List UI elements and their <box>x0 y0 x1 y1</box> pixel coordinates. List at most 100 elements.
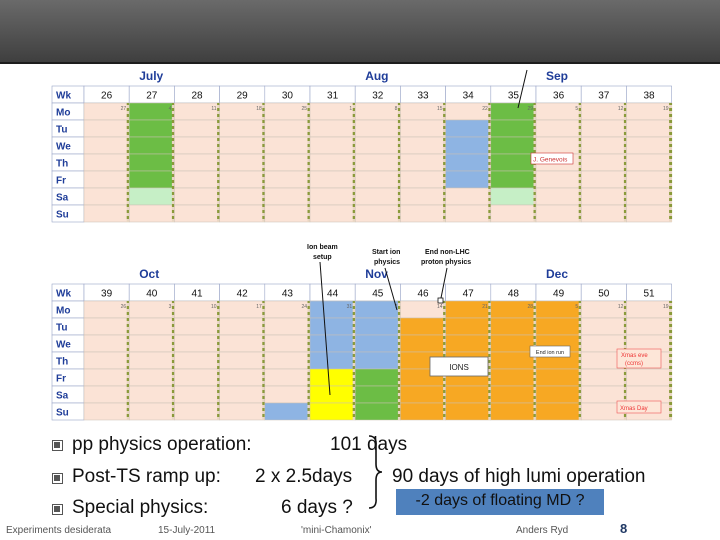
day-cell <box>445 317 492 336</box>
day-cell <box>128 402 175 421</box>
ion-setup-text: Ion beam <box>307 244 338 251</box>
day-cell <box>83 385 130 404</box>
week-number: 44 <box>327 289 339 300</box>
date-label: 28 <box>527 304 533 310</box>
day-cell <box>445 204 492 223</box>
date-label: 8 <box>395 106 398 112</box>
day-cell <box>354 119 401 138</box>
day-cell <box>128 170 175 189</box>
month-label-oct: Oct <box>139 267 159 281</box>
xmas-day-label: Xmas Day <box>620 406 648 412</box>
day-cell <box>128 187 175 206</box>
row-label-su: Su <box>56 408 69 419</box>
row-label-sa: Sa <box>56 391 69 402</box>
week-separator <box>443 103 447 222</box>
day-cell <box>174 136 220 155</box>
ramp-up-label: Post-TS ramp up: <box>72 466 221 487</box>
week-number: 30 <box>282 91 294 102</box>
day-cell <box>626 119 672 138</box>
week-number: 48 <box>508 289 520 300</box>
day-cell <box>535 170 582 189</box>
week-number: 28 <box>191 91 203 102</box>
week-number: 36 <box>553 91 565 102</box>
date-label: 17 <box>256 304 262 310</box>
month-label-sep: Sep <box>546 69 568 83</box>
pointer-line <box>440 267 448 299</box>
day-cell <box>490 153 537 172</box>
day-cell <box>174 368 220 387</box>
date-label: 1 <box>349 106 352 112</box>
date-label: 10 <box>211 304 217 310</box>
day-cell <box>535 300 582 319</box>
day-cell <box>354 136 401 155</box>
pointer-line <box>384 267 398 311</box>
day-cell <box>580 187 627 206</box>
week-separator <box>488 103 492 222</box>
row-label-we: We <box>56 142 71 153</box>
genevois-note: J. Genevois <box>533 157 568 164</box>
day-cell <box>400 204 446 223</box>
date-label: 12 <box>618 304 624 310</box>
day-cell <box>490 351 537 370</box>
day-cell <box>626 204 672 223</box>
day-cell <box>626 187 672 206</box>
pointer-line <box>517 69 528 109</box>
row-label-wk: Wk <box>56 91 71 102</box>
week-separator <box>578 301 582 420</box>
day-cell <box>219 119 266 138</box>
day-cell <box>219 153 266 172</box>
day-cell <box>128 385 175 404</box>
week-separator <box>126 103 130 222</box>
day-cell <box>83 334 130 353</box>
title-divider <box>0 62 720 64</box>
day-cell <box>354 402 401 421</box>
day-cell <box>535 402 582 421</box>
day-cell <box>490 368 537 387</box>
day-cell <box>264 368 311 387</box>
date-label: 22 <box>482 106 488 112</box>
day-cell <box>445 119 492 138</box>
week-number: 43 <box>282 289 294 300</box>
week-number: 50 <box>598 289 610 300</box>
date-label: 31 <box>347 304 353 310</box>
week-number: 40 <box>146 289 158 300</box>
day-cell <box>219 385 266 404</box>
day-cell <box>128 317 175 336</box>
date-label: 25 <box>301 106 307 112</box>
day-cell <box>490 119 537 138</box>
high-lumi-text: 90 days of high lumi operation <box>392 466 646 487</box>
day-cell <box>264 136 311 155</box>
day-cell <box>219 317 266 336</box>
day-cell <box>626 153 672 172</box>
month-label-july: July <box>139 69 163 83</box>
day-cell <box>264 204 311 223</box>
date-label: 21 <box>482 304 488 310</box>
day-cell <box>309 153 356 172</box>
special-physics-label: Special physics: <box>72 497 209 518</box>
day-cell <box>309 136 356 155</box>
schedule-calendar: July Aug SepWkMoTuWeThFrSaSu26272742811291… <box>51 69 673 421</box>
week-separator <box>623 103 627 222</box>
week-number: 42 <box>237 289 249 300</box>
footer-author: Anders Ryd <box>516 525 569 536</box>
week-number: 27 <box>146 91 158 102</box>
day-cell <box>309 368 356 387</box>
day-cell <box>309 351 356 370</box>
row-label-tu: Tu <box>56 125 67 136</box>
day-cell <box>535 102 582 121</box>
day-cell <box>174 334 220 353</box>
end-proton-text: End non-LHC <box>425 249 470 256</box>
week-separator <box>262 301 266 420</box>
day-cell <box>128 204 175 223</box>
day-cell <box>83 170 130 189</box>
genevois-box <box>530 152 574 165</box>
day-cell <box>400 153 446 172</box>
day-cell <box>626 317 672 336</box>
month-label-aug: Aug <box>365 69 388 83</box>
week-separator <box>171 301 175 420</box>
day-cell <box>128 300 175 319</box>
week-separator <box>307 301 311 420</box>
day-cell <box>354 317 401 336</box>
day-cell <box>626 136 672 155</box>
date-label: 18 <box>256 106 262 112</box>
